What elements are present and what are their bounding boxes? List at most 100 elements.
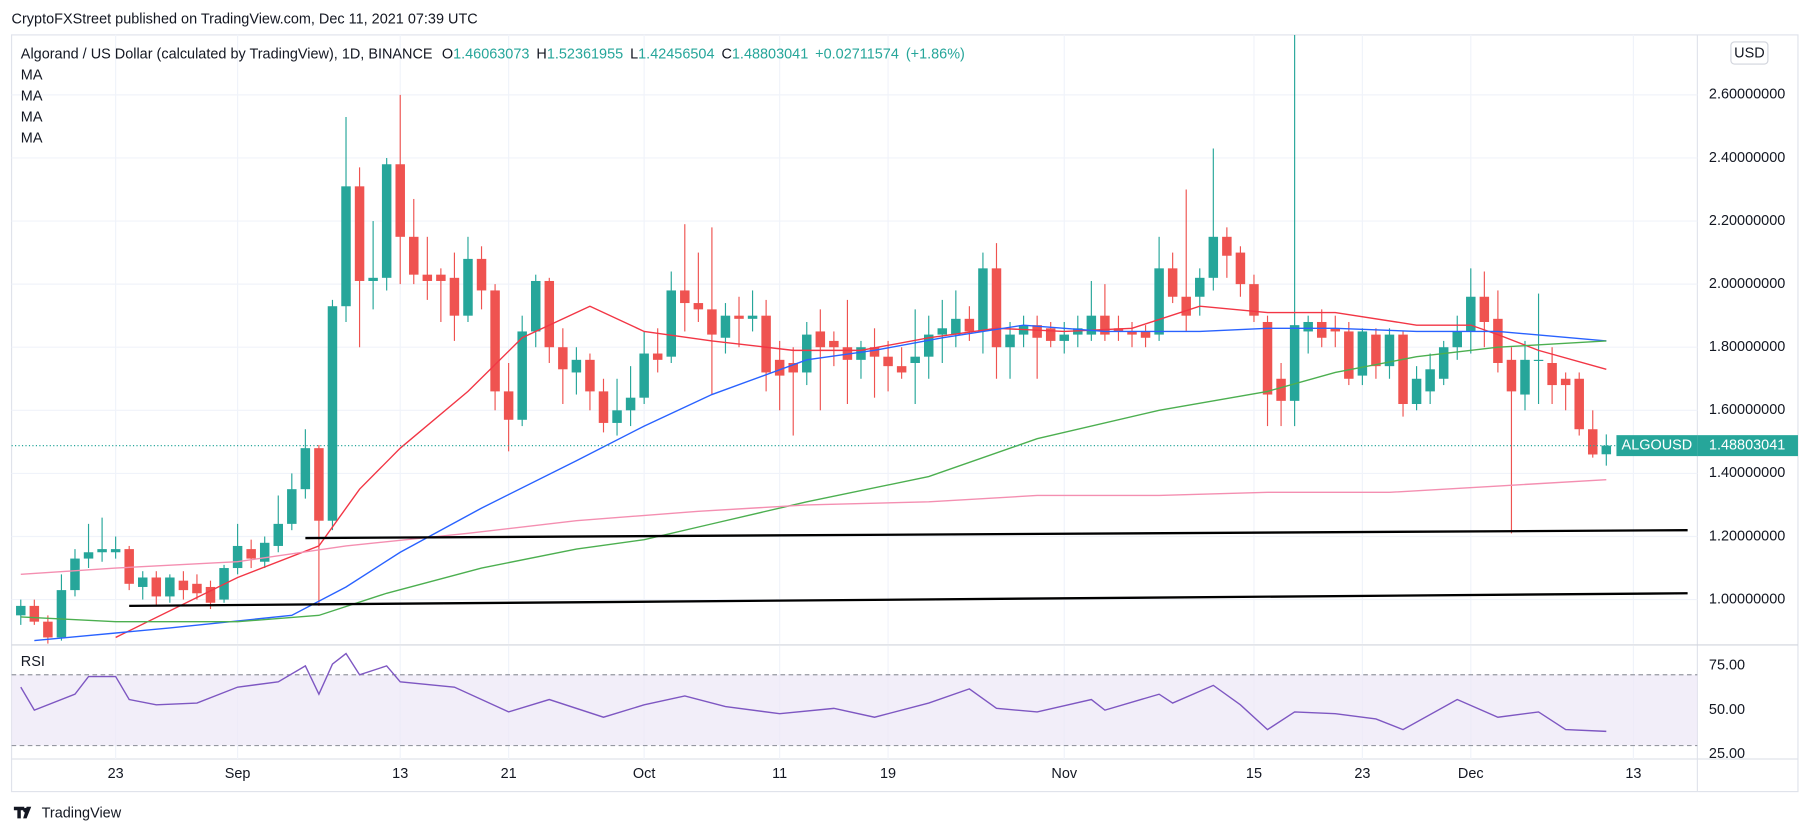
candle-body — [693, 303, 704, 310]
candle-body — [680, 290, 690, 304]
symbol-title: Algorand / US Dollar (calculated by Trad… — [21, 47, 433, 63]
y-tick-label: 1.20000000 — [1709, 528, 1785, 544]
candle-body — [83, 552, 94, 559]
x-tick-label: Oct — [633, 766, 655, 782]
candle-body — [1167, 268, 1178, 297]
candle-body — [110, 549, 121, 553]
frame — [10, 34, 1799, 793]
price-tag — [1697, 435, 1798, 457]
candle-body — [883, 356, 893, 367]
currency-button[interactable] — [1730, 41, 1769, 65]
candle-body — [1344, 331, 1354, 379]
candle-body — [1316, 321, 1327, 338]
x-tick-label: Dec — [1458, 766, 1484, 782]
rsi-band — [11, 674, 1698, 746]
trendline — [305, 529, 1688, 540]
candle-body — [829, 340, 839, 348]
candle-body — [951, 318, 961, 335]
moving-average — [20, 479, 1607, 576]
x-tick-label: Sep — [225, 766, 251, 782]
candle-body — [558, 347, 568, 370]
x-tick-label: 13 — [1625, 766, 1641, 782]
candle-body — [869, 347, 880, 357]
candle-body — [1262, 321, 1273, 395]
x-tick-label: 15 — [1246, 766, 1262, 782]
open-value: 1.46063073 — [453, 47, 529, 63]
high-label: H — [536, 47, 546, 63]
x-tick-label: 13 — [392, 766, 408, 782]
candle-body — [246, 549, 256, 559]
candle-body — [503, 391, 514, 420]
candle-body — [178, 580, 189, 591]
candle-body — [1032, 325, 1042, 338]
candle-body — [1005, 334, 1015, 348]
candle-body — [137, 577, 148, 587]
candle-body — [734, 315, 744, 319]
y-tick-label: 1.60000000 — [1709, 402, 1785, 418]
candle-body — [1520, 359, 1530, 395]
candle-body — [449, 277, 460, 316]
candle-body — [652, 353, 663, 360]
currency-label[interactable]: USD — [1734, 45, 1765, 61]
rsi-tick-label: 25.00 — [1709, 746, 1745, 762]
y-tick-label: 1.00000000 — [1709, 591, 1785, 607]
candle-body — [517, 331, 527, 420]
candle-body — [1398, 334, 1408, 405]
candle-body — [774, 359, 785, 376]
candle-body — [1574, 378, 1584, 430]
ma-legend: MA — [21, 67, 43, 83]
rsi-tick-label: 75.00 — [1709, 658, 1745, 674]
candle-body — [1154, 268, 1164, 335]
ma-legend: MA — [21, 109, 43, 125]
candle-body — [314, 448, 324, 521]
candle-body — [923, 334, 934, 357]
candle-body — [1235, 252, 1246, 285]
candle-body — [1330, 328, 1341, 332]
candle-body — [327, 306, 338, 521]
change-value: +0.02711574 — [815, 47, 899, 63]
x-tick-label: 19 — [880, 766, 896, 782]
candle-body — [1493, 318, 1503, 363]
candle-body — [978, 268, 988, 332]
x-tick-label: Nov — [1051, 766, 1077, 782]
candle-body — [1276, 378, 1286, 401]
y-tick-label: 2.00000000 — [1709, 276, 1785, 292]
candle-body — [571, 359, 582, 373]
candle-body — [29, 605, 40, 622]
candle-body — [598, 391, 609, 423]
high-value: 1.52361955 — [547, 47, 623, 63]
candle-body — [165, 577, 175, 597]
legend-line: Algorand / US Dollar (calculated by Trad… — [21, 47, 965, 63]
brand-name: TradingView — [42, 806, 122, 822]
moving-average — [20, 340, 1607, 623]
candle-body — [625, 397, 636, 411]
open-label: O — [442, 47, 453, 63]
candle-body — [1506, 359, 1517, 392]
moving-average — [34, 324, 1607, 642]
rsi-tick-label: 50.00 — [1709, 702, 1745, 718]
candle-body — [1547, 362, 1557, 386]
candle-body — [56, 590, 67, 638]
candle-body — [395, 164, 405, 237]
candle-body — [1100, 315, 1110, 335]
candle-body — [341, 186, 351, 307]
candle-body — [639, 353, 649, 398]
x-tick-label: 23 — [108, 766, 124, 782]
candle-body — [368, 277, 378, 281]
candle-body — [856, 347, 866, 360]
candle-body — [1059, 334, 1069, 341]
candle-body — [1384, 334, 1395, 367]
candle-body — [1086, 315, 1097, 335]
candle-body — [422, 274, 433, 281]
candle-body — [205, 586, 216, 603]
candle-body — [1411, 378, 1422, 405]
axes: 1.00000000 1.20000000 1.40000000 1.60000000… — [108, 87, 1798, 782]
candle-body — [1533, 359, 1544, 362]
candle-body — [896, 366, 907, 373]
grid — [11, 34, 1698, 759]
candle-body — [1127, 331, 1137, 335]
candle-body — [802, 334, 812, 373]
candle-body — [151, 577, 162, 597]
change-percent: (+1.86%) — [906, 47, 965, 63]
